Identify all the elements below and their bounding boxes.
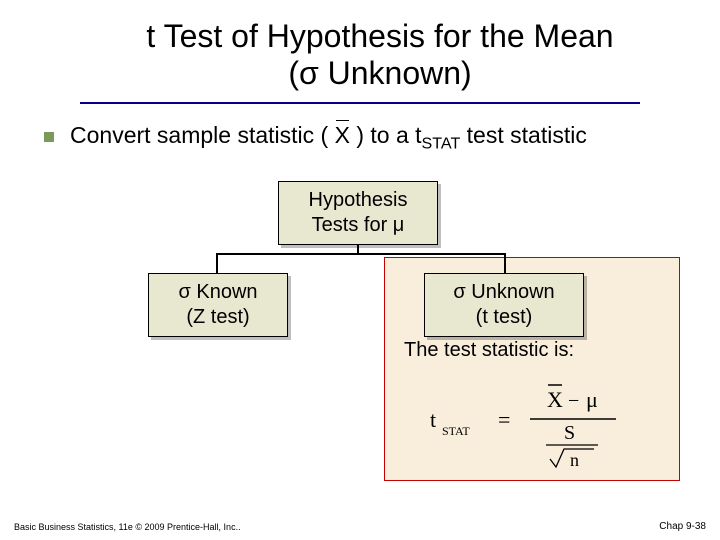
formula-stat-sub: STAT — [442, 424, 470, 438]
formula-minus: − — [568, 390, 579, 412]
connector-line — [504, 253, 506, 273]
box-right-line1: σ Unknown — [453, 281, 554, 303]
x-bar-symbol: X — [335, 122, 350, 149]
title-line2: (σ Unknown) — [288, 55, 471, 91]
title-line1: t Test of Hypothesis for the Mean — [146, 18, 613, 54]
box-left-line2: (Z test) — [186, 306, 249, 328]
connector-line — [216, 253, 506, 255]
bullet-mid: ) to a t — [356, 122, 421, 148]
box-sigma-unknown: σ Unknown (t test) — [424, 273, 584, 337]
box-top-line2: Tests for μ — [312, 214, 405, 236]
box-hypothesis-tests: Hypothesis Tests for μ — [278, 181, 438, 245]
box-right-line2: (t test) — [476, 306, 533, 328]
bullet-row: Convert sample statistic ( X ) to a tSTA… — [0, 104, 720, 154]
bullet-pre: Convert sample statistic ( — [70, 122, 328, 148]
formula-n: n — [570, 450, 579, 469]
footer-right: Chap 9-38 — [659, 521, 706, 532]
box-sigma-known: σ Known (Z test) — [148, 273, 288, 337]
box-top-line1: Hypothesis — [309, 189, 408, 211]
footer-left: Basic Business Statistics, 11e © 2009 Pr… — [14, 522, 241, 532]
formula-x: X — [547, 387, 563, 412]
formula-s: S — [564, 422, 575, 444]
slide-title: t Test of Hypothesis for the Mean (σ Unk… — [0, 0, 720, 98]
formula-t: t — [430, 407, 436, 432]
connector-line — [216, 253, 218, 273]
bullet-post: test statistic — [467, 122, 587, 148]
bullet-square-icon — [44, 132, 54, 142]
bullet-text: Convert sample statistic ( X ) to a tSTA… — [70, 122, 587, 154]
formula-equals: = — [498, 407, 510, 432]
bullet-sub: STAT — [422, 134, 461, 152]
statistic-text: The test statistic is: — [404, 339, 574, 362]
formula-mu: μ — [586, 387, 598, 412]
box-left-line1: σ Known — [178, 281, 257, 303]
formula-tstat: t STAT = X − μ S n — [424, 373, 634, 469]
diagram-area: Hypothesis Tests for μ σ Known (Z test) … — [0, 181, 720, 481]
